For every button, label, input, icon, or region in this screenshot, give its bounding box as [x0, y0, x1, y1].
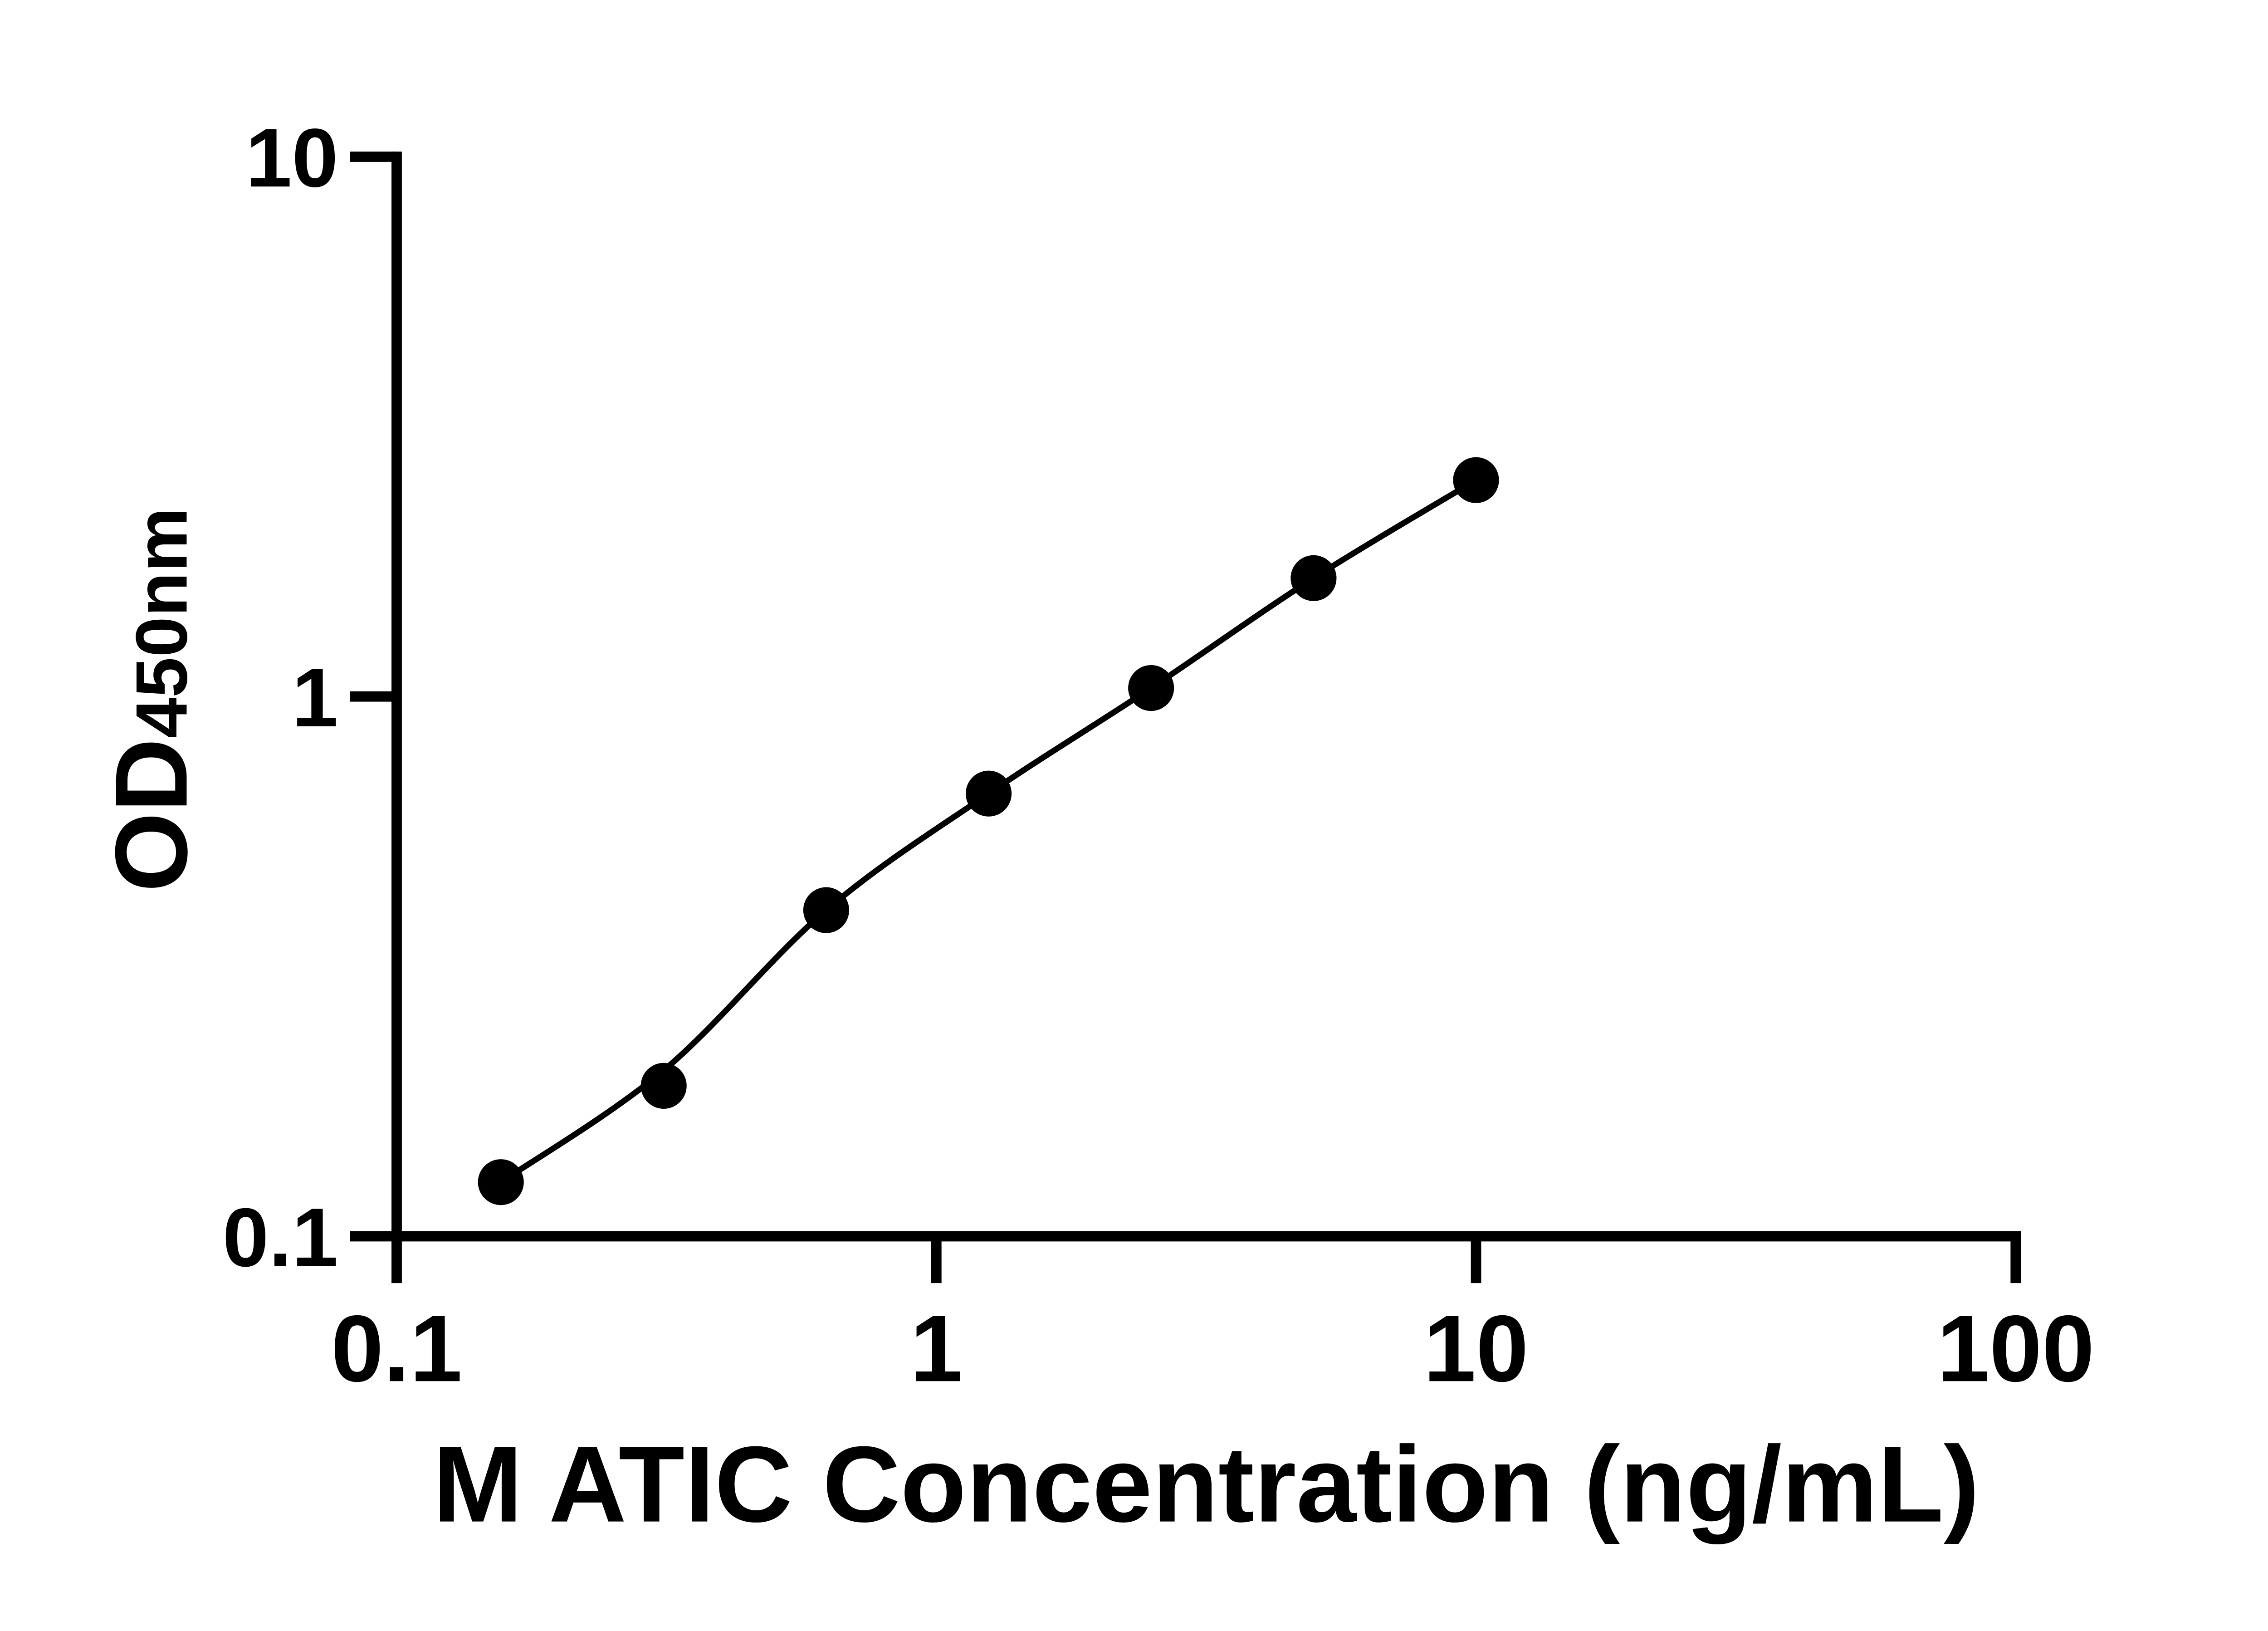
- x-tick-label: 0.1: [331, 1296, 462, 1401]
- y-axis-title: OD450nm: [93, 507, 208, 892]
- data-point: [965, 770, 1012, 817]
- x-axis-title: M ATIC Concentration (ng/mL): [433, 1425, 1980, 1545]
- y-tick-label: 0.1: [223, 1191, 338, 1284]
- data-point: [640, 1063, 687, 1109]
- y-tick-label: 10: [246, 111, 338, 204]
- data-point: [803, 887, 850, 933]
- axis-lines: [391, 152, 2021, 1242]
- x-tick-label: 10: [1423, 1296, 1529, 1401]
- y-axis-title-subscript: 450nm: [121, 507, 202, 738]
- x-tick-label: 1: [910, 1296, 963, 1401]
- data-point: [1453, 457, 1499, 503]
- y-tick-label: 1: [292, 651, 338, 744]
- data-point: [1290, 555, 1337, 601]
- y-axis-title-base: OD: [93, 738, 208, 892]
- x-tick-label: 100: [1937, 1296, 2094, 1401]
- data-point: [478, 1159, 524, 1205]
- data-point: [1128, 665, 1174, 711]
